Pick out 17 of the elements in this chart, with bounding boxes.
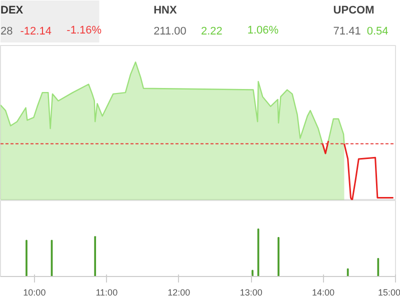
text: 71.41 [333,26,361,38]
x-tick-label: 11:00 [96,288,118,298]
text: 211.00 [154,26,186,38]
x-tick-label: 10:00 [23,288,46,298]
text: 2.22 [200,26,222,38]
x-tick-label: 15:00 [378,288,400,298]
text: UPCOM [333,4,374,16]
text: 0.54 [366,26,388,38]
text: -12.14 [20,26,52,38]
x-tick-label: 14:00 [312,288,335,298]
x-tick-label: 12:00 [168,288,190,298]
text: 28 [0,26,13,38]
text: 1.06% [247,24,279,36]
text: HNX [154,4,178,16]
text: DEX [0,4,24,16]
x-tick-label: 13:00 [240,288,262,298]
text: -1.16% [66,24,102,36]
